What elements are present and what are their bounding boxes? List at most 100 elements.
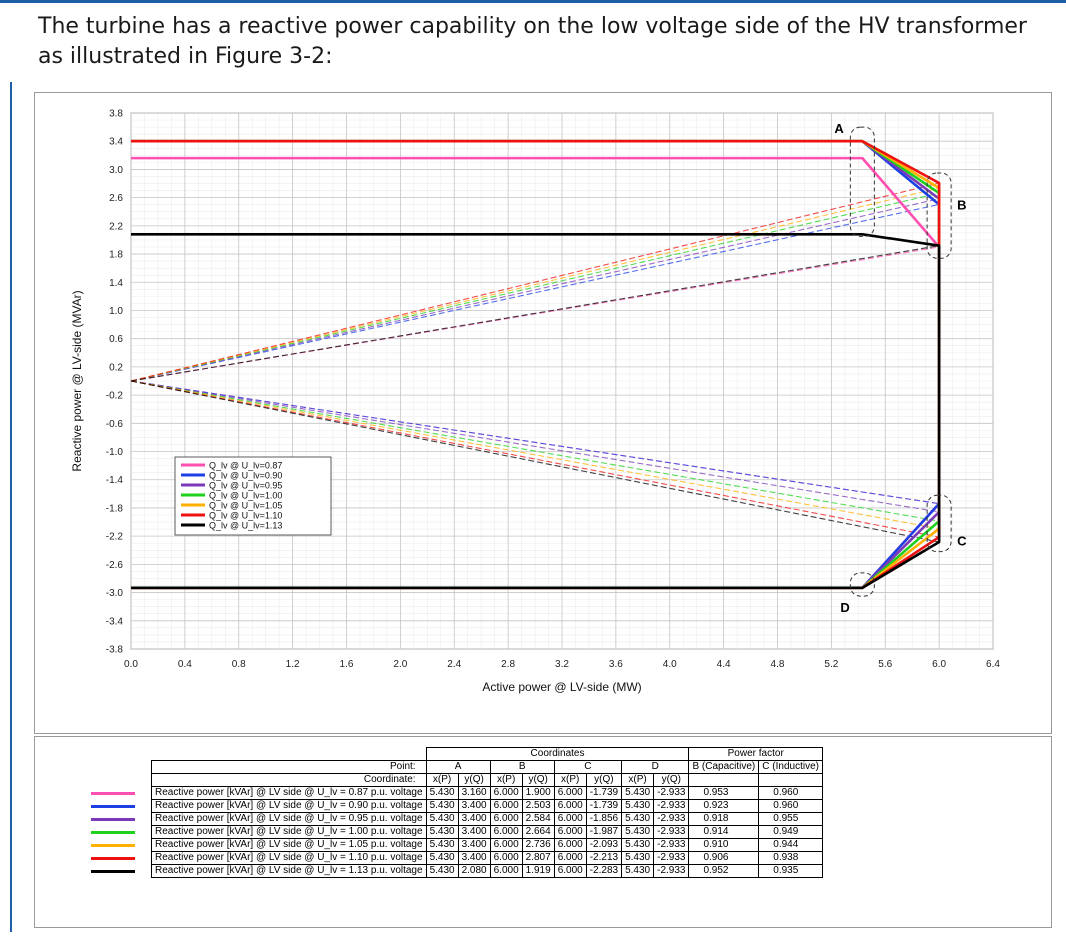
- coordinate-value: -2.933: [653, 812, 690, 826]
- dashed-ray-c: [130, 380, 940, 522]
- coordinate-value: 2.080: [457, 864, 491, 878]
- y-tick-label: -0.6: [106, 419, 124, 430]
- capability-curve: [131, 233, 941, 590]
- x-axis-title: Active power @ LV-side (MW): [482, 680, 641, 694]
- power-factor-header: Power factor: [688, 747, 823, 761]
- pf-empty-cell: [688, 773, 760, 787]
- x-tick-label: 4.8: [771, 659, 785, 670]
- y-tick-label: -1.0: [106, 447, 124, 458]
- coordinates-header: Coordinates: [425, 747, 690, 761]
- dashed-ray-c: [130, 380, 940, 505]
- y-tick-label: 1.8: [109, 250, 123, 261]
- row-swatch-cell: [87, 800, 152, 813]
- row-swatch-cell: [87, 787, 152, 800]
- capability-chart: 0.0 0.4 0.8 1.2 1.6 2.0 2.4 2.8 3.2 3.6 4.0 4.4 4.8 5…: [70, 109, 1000, 695]
- point-label-d: D: [840, 600, 849, 615]
- power-factor-value: 0.955: [758, 812, 823, 826]
- power-factor-value: 0.960: [758, 786, 823, 800]
- table-point-row: Point: A B C D B (Capacitive) C (Inducti…: [87, 760, 823, 774]
- x-tick-label: 6.4: [986, 659, 1000, 670]
- row-color-swatch: [91, 791, 135, 795]
- coordinate-value: 5.430: [425, 851, 459, 865]
- coordinate-value: 5.430: [621, 838, 655, 852]
- highlight-box: [849, 572, 875, 597]
- coordinate-value: -1.739: [585, 786, 623, 800]
- table-row: Reactive power [kVAr] @ LV side @ U_lv =…: [87, 825, 823, 839]
- coordinate-value: 6.000: [553, 864, 587, 878]
- power-factor-value: 0.944: [758, 838, 823, 852]
- x-tick-label: 2.8: [501, 659, 515, 670]
- coordinate-value: -2.933: [653, 799, 690, 813]
- coordinate-value: -1.739: [585, 799, 623, 813]
- x-tick-label: 0.4: [178, 659, 192, 670]
- coordinate-value: 6.000: [553, 825, 587, 839]
- dashed-ray-b: [130, 245, 940, 382]
- row-label: Reactive power [kVAr] @ LV side @ U_lv =…: [151, 786, 427, 800]
- table-header-row: Coordinates Power factor: [87, 747, 823, 761]
- row-color-swatch: [91, 830, 135, 834]
- row-color-swatch: [91, 817, 135, 821]
- point-c-header: C: [553, 760, 623, 774]
- pf-empty-cell: [758, 773, 823, 787]
- yq-header: y(Q): [585, 773, 623, 787]
- table-row: Reactive power [kVAr] @ LV side @ U_lv =…: [87, 838, 823, 852]
- table-coordinate-row: Coordinate: x(P) y(Q) x(P) y(Q) x(P) y(Q…: [87, 773, 823, 787]
- yq-header: y(Q): [653, 773, 690, 787]
- y-axis-title: Reactive power @ LV-side (MVAr): [70, 290, 84, 471]
- top-border: [0, 0, 1066, 3]
- legend-label: Q_lv @ U_lv=1.05: [209, 501, 282, 511]
- coordinate-value: 6.000: [489, 812, 523, 826]
- power-factor-value: 0.918: [688, 812, 760, 826]
- xp-header: x(P): [489, 773, 523, 787]
- xp-header: x(P): [425, 773, 459, 787]
- yq-header: y(Q): [521, 773, 555, 787]
- coordinate-value: 3.400: [457, 825, 491, 839]
- row-label: Reactive power [kVAr] @ LV side @ U_lv =…: [151, 838, 427, 852]
- x-tick-label: 1.2: [286, 659, 300, 670]
- coordinates-table: Coordinates Power factor Point: A B C D …: [87, 747, 823, 878]
- coordinate-value: -2.933: [653, 825, 690, 839]
- coordinate-value: 5.430: [425, 786, 459, 800]
- coordinate-value: -2.933: [653, 864, 690, 878]
- dashed-ray-b: [130, 182, 940, 382]
- coordinate-value: 2.807: [521, 851, 555, 865]
- coordinate-value: -2.933: [653, 851, 690, 865]
- power-factor-value: 0.949: [758, 825, 823, 839]
- coordinate-value: 6.000: [553, 786, 587, 800]
- dashed-ray-c: [130, 380, 940, 543]
- row-swatch-cell: [87, 839, 152, 852]
- coordinate-value: 2.736: [521, 838, 555, 852]
- row-label: Reactive power [kVAr] @ LV side @ U_lv =…: [151, 812, 427, 826]
- coordinate-value: 6.000: [489, 864, 523, 878]
- row-swatch-cell: [87, 852, 152, 865]
- y-tick-label: 2.2: [109, 221, 123, 232]
- y-tick-label: 0.2: [109, 362, 123, 373]
- x-tick-label: 4.0: [663, 659, 677, 670]
- power-factor-value: 0.923: [688, 799, 760, 813]
- power-factor-value: 0.910: [688, 838, 760, 852]
- y-tick-label: -3.8: [106, 645, 124, 656]
- y-tick-label: 1.0: [109, 306, 123, 317]
- coordinate-value: 5.430: [621, 799, 655, 813]
- coordinate-value: 5.430: [425, 812, 459, 826]
- y-tick-label: -2.6: [106, 560, 124, 571]
- coordinate-value: -2.283: [585, 864, 623, 878]
- row-swatch-cell: [87, 826, 152, 839]
- coordinate-value: 5.430: [621, 851, 655, 865]
- coordinate-value: 6.000: [489, 838, 523, 852]
- coordinate-value: 2.664: [521, 825, 555, 839]
- coordinate-value: 5.430: [425, 799, 459, 813]
- yq-header: y(Q): [457, 773, 491, 787]
- coordinate-value: 2.584: [521, 812, 555, 826]
- x-tick-label: 1.6: [340, 659, 354, 670]
- xp-header: x(P): [553, 773, 587, 787]
- y-tick-label: -0.2: [106, 391, 124, 402]
- x-tick-label: 0.8: [232, 659, 246, 670]
- power-factor-value: 0.914: [688, 825, 760, 839]
- y-tick-label: -1.8: [106, 503, 124, 514]
- coordinate-value: 5.430: [425, 864, 459, 878]
- x-tick-label: 6.0: [932, 659, 946, 670]
- coordinate-value: 5.430: [425, 825, 459, 839]
- power-factor-value: 0.953: [688, 786, 760, 800]
- dashed-ray-c: [130, 380, 940, 530]
